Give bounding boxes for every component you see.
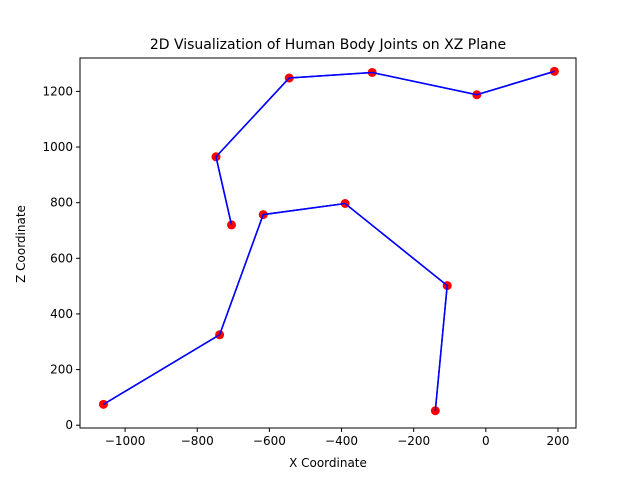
segment-line-1 (103, 202, 448, 411)
x-axis-label: X Coordinate (289, 456, 367, 470)
segment-line-overlay-1 (103, 202, 448, 411)
x-tick-label-2: −600 (253, 434, 286, 448)
axes: −1000 −800 −600 −400 −200 0 200 0 200 400 600 800 10… (42, 57, 577, 448)
axes-frame (79, 57, 577, 429)
segment-line-overlay-0 (215, 70, 555, 226)
segment-line-0 (215, 70, 555, 226)
y-tick-label-2: 400 (50, 307, 73, 321)
chart-title: 2D Visualization of Human Body Joints on… (150, 37, 506, 53)
y-tick-label-4: 800 (50, 196, 73, 210)
x-tick-label-0: −1000 (105, 434, 146, 448)
y-tick-label-6: 1200 (42, 84, 73, 98)
plot-area (98, 66, 559, 416)
y-tick-label-0: 0 (65, 418, 73, 432)
y-tick-label-5: 1000 (42, 140, 73, 154)
y-tick-label-3: 600 (50, 251, 73, 265)
y-tick-label-1: 200 (50, 363, 73, 377)
y-axis-label: Z Coordinate (14, 205, 28, 283)
x-tick-label-6: 200 (547, 434, 570, 448)
x-tick-label-5: 0 (482, 434, 490, 448)
x-tick-label-3: −400 (325, 434, 358, 448)
joint-marker-0-0 (227, 220, 237, 230)
x-tick-label-4: −200 (397, 434, 430, 448)
x-tick-label-1: −800 (181, 434, 214, 448)
